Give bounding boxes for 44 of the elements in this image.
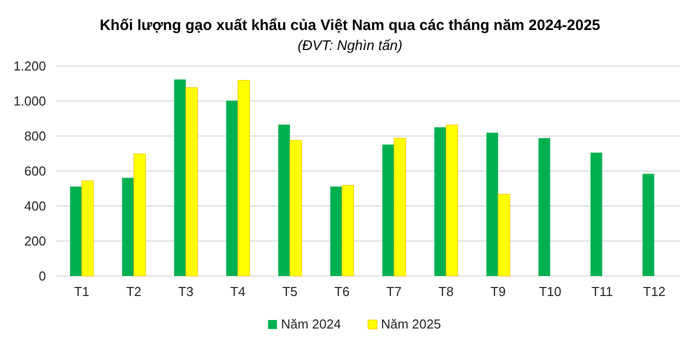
bar <box>394 138 406 276</box>
bar <box>486 132 498 276</box>
bar <box>238 80 250 276</box>
y-tick-label: 1.200 <box>13 58 46 74</box>
x-tick-label: T7 <box>386 284 402 299</box>
bar <box>590 152 602 276</box>
bar <box>226 100 238 276</box>
y-tick-label: 200 <box>24 234 46 249</box>
x-tick-label: T8 <box>438 284 454 299</box>
bar <box>290 140 302 276</box>
legend-label: Năm 2025 <box>381 316 441 332</box>
bar <box>446 124 458 276</box>
x-tick-label: T9 <box>490 284 506 299</box>
bar <box>538 138 550 276</box>
bar <box>330 186 342 276</box>
chart-subtitle: (ĐVT: Nghìn tấn) <box>298 37 402 53</box>
bar <box>382 144 394 276</box>
y-tick-label: 1.000 <box>13 94 46 109</box>
bar <box>134 154 146 276</box>
bar <box>434 127 446 276</box>
x-tick-label: T1 <box>74 284 90 299</box>
bar <box>81 180 94 276</box>
bar <box>342 185 354 276</box>
bar <box>70 186 82 276</box>
bar <box>278 124 290 276</box>
x-tick-label: T5 <box>282 284 298 299</box>
x-tick-label: T2 <box>126 284 142 299</box>
x-tick-label: T3 <box>178 284 194 299</box>
x-tick-label: T6 <box>334 284 350 299</box>
bar <box>642 174 654 276</box>
bar <box>186 87 198 276</box>
x-tick-label: T12 <box>643 284 666 299</box>
legend-label: Năm 2024 <box>281 316 341 332</box>
bar <box>498 194 510 276</box>
y-tick-label: 600 <box>24 164 46 179</box>
y-tick-label: 400 <box>24 198 46 214</box>
y-tick-label: 0 <box>38 268 46 284</box>
bar <box>122 178 134 276</box>
bar <box>174 79 186 276</box>
x-tick-label: T10 <box>538 284 562 299</box>
chart-title: Khối lượng gạo xuất khẩu của Việt Nam qua các tháng năm 2024-2025 <box>100 17 600 34</box>
y-tick-label: 800 <box>24 128 46 144</box>
x-tick-label: T4 <box>230 284 246 299</box>
x-tick-label: T11 <box>591 284 613 299</box>
